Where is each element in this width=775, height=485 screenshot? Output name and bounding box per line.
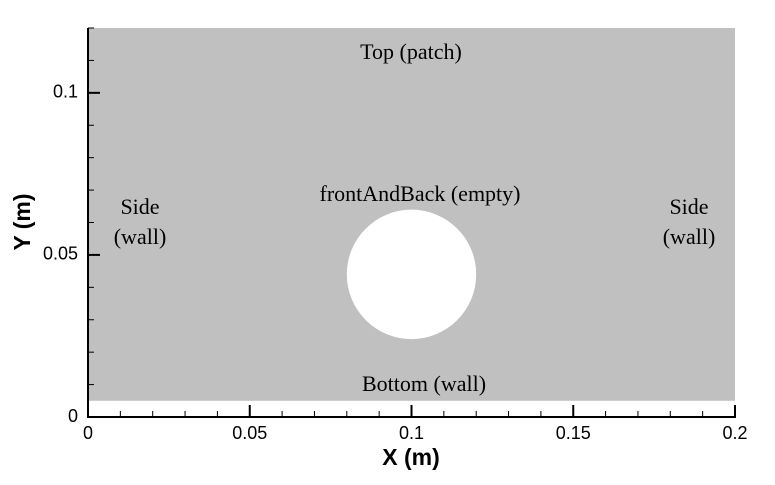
y-tick-label: 0.05 xyxy=(43,244,78,264)
x-tick-label: 0 xyxy=(83,423,93,443)
annotation: Side (wall) xyxy=(662,194,716,249)
x-tick-label: 0.05 xyxy=(232,423,267,443)
annotation: frontAndBack (empty) xyxy=(319,181,521,206)
x-tick-label: 0.2 xyxy=(722,423,747,443)
x-tick-label: 0.1 xyxy=(399,423,424,443)
cylinder xyxy=(346,209,477,340)
annotation: Bottom (wall) xyxy=(361,371,487,396)
y-tick-label: 0.1 xyxy=(53,82,78,102)
y-tick-label: 0 xyxy=(68,406,78,426)
x-axis-title: X (m) xyxy=(382,444,440,470)
annotation: Side (wall) xyxy=(113,194,167,249)
annotation: Top (patch) xyxy=(360,39,462,64)
y-axis-title: Y (m) xyxy=(9,193,35,250)
x-tick-label: 0.15 xyxy=(556,423,591,443)
